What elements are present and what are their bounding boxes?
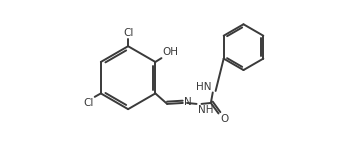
- Text: Cl: Cl: [123, 28, 133, 38]
- Text: N: N: [184, 97, 192, 107]
- Text: OH: OH: [162, 47, 178, 57]
- Text: Cl: Cl: [83, 98, 94, 108]
- Text: O: O: [220, 114, 229, 124]
- Text: NH: NH: [197, 105, 213, 115]
- Text: HN: HN: [196, 82, 212, 91]
